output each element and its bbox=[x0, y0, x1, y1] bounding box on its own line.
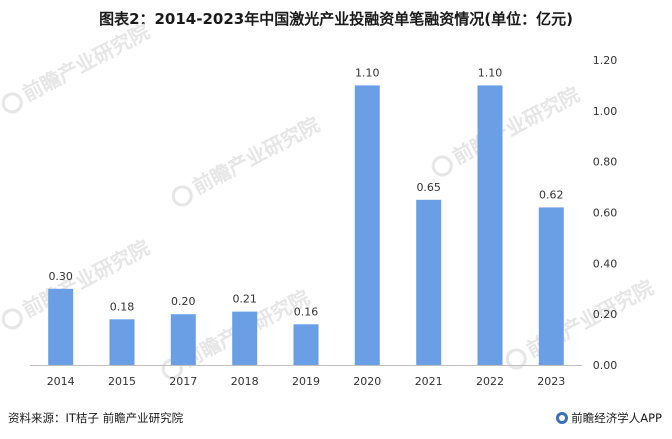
watermark-label: 前瞻产业研究院 bbox=[19, 19, 154, 106]
watermark-label: 前瞻产业研究院 bbox=[449, 82, 584, 169]
bar-2017 bbox=[170, 314, 196, 365]
data-label-2023: 0.62 bbox=[539, 188, 564, 201]
x-tick-label-2020: 2020 bbox=[353, 375, 381, 388]
x-tick-label-2017: 2017 bbox=[169, 375, 197, 388]
data-label-2019: 0.16 bbox=[294, 305, 319, 318]
y-tick-label-6: 1.20 bbox=[593, 54, 618, 67]
watermark: 前瞻产业研究院 bbox=[1, 19, 154, 114]
bars-layer: 0.30 2014 0.18 2015 0.20 2017 0.21 2018 0.16 2019… bbox=[47, 66, 566, 388]
y-tick-label-2: 0.40 bbox=[593, 257, 618, 270]
bar-2018 bbox=[232, 311, 258, 365]
footer-brand: 前瞻经济学人APP bbox=[556, 410, 662, 426]
data-label-2017: 0.20 bbox=[171, 295, 196, 308]
watermark-logo-icon bbox=[1, 308, 23, 330]
watermark: 前瞻产业研究院 bbox=[171, 112, 324, 207]
x-tick-label-2022: 2022 bbox=[476, 375, 504, 388]
footer-source: 资料来源：IT桔子 前瞻产业研究院 bbox=[8, 411, 184, 425]
footer-brand-label: 前瞻经济学人APP bbox=[571, 411, 662, 425]
x-tick-label-2014: 2014 bbox=[47, 375, 75, 388]
y-tick-label-5: 1.00 bbox=[593, 105, 618, 118]
chart-title: 图表2：2014-2023年中国激光产业投融资单笔融资情况(单位：亿元) bbox=[99, 10, 573, 28]
bar-2014 bbox=[48, 288, 74, 366]
watermark-label: 前瞻产业研究院 bbox=[189, 112, 324, 199]
data-label-2018: 0.21 bbox=[232, 293, 257, 306]
watermark-logo-icon bbox=[171, 185, 193, 207]
bar-2023 bbox=[538, 207, 564, 365]
data-label-2021: 0.65 bbox=[416, 181, 441, 194]
watermark: 前瞻产业研究院 bbox=[1, 235, 153, 330]
bar-2015 bbox=[109, 319, 135, 366]
y-tick-label-1: 0.20 bbox=[593, 308, 618, 321]
data-label-2022: 1.10 bbox=[478, 66, 503, 79]
x-tick-label-2018: 2018 bbox=[231, 375, 259, 388]
bar-2020 bbox=[354, 85, 380, 366]
watermark: 前瞻产业研究院 bbox=[431, 82, 584, 177]
y-tick-label-4: 0.80 bbox=[593, 156, 618, 169]
brand-logo-icon bbox=[556, 412, 569, 424]
x-tick-label-2021: 2021 bbox=[415, 375, 443, 388]
x-tick-label-2015: 2015 bbox=[108, 375, 136, 388]
data-label-2014: 0.30 bbox=[48, 270, 73, 283]
axis-layer: 0.00 0.20 0.40 0.60 0.80 1.00 1.20 bbox=[30, 54, 617, 372]
data-label-2020: 1.10 bbox=[355, 66, 380, 79]
watermark-logo-icon bbox=[1, 92, 23, 114]
x-tick-label-2019: 2019 bbox=[292, 375, 320, 388]
bar-2021 bbox=[416, 199, 442, 365]
watermark: 前瞻产业研究院 bbox=[505, 275, 657, 370]
bar-2022 bbox=[477, 85, 503, 366]
x-tick-label-2023: 2023 bbox=[537, 375, 565, 388]
bar-2019 bbox=[293, 324, 319, 365]
watermark-logo-icon bbox=[505, 348, 527, 370]
y-tick-label-0: 0.00 bbox=[593, 359, 618, 372]
watermark-logo-icon bbox=[431, 155, 453, 177]
data-label-2015: 0.18 bbox=[110, 300, 135, 313]
y-tick-label-3: 0.60 bbox=[593, 207, 618, 220]
